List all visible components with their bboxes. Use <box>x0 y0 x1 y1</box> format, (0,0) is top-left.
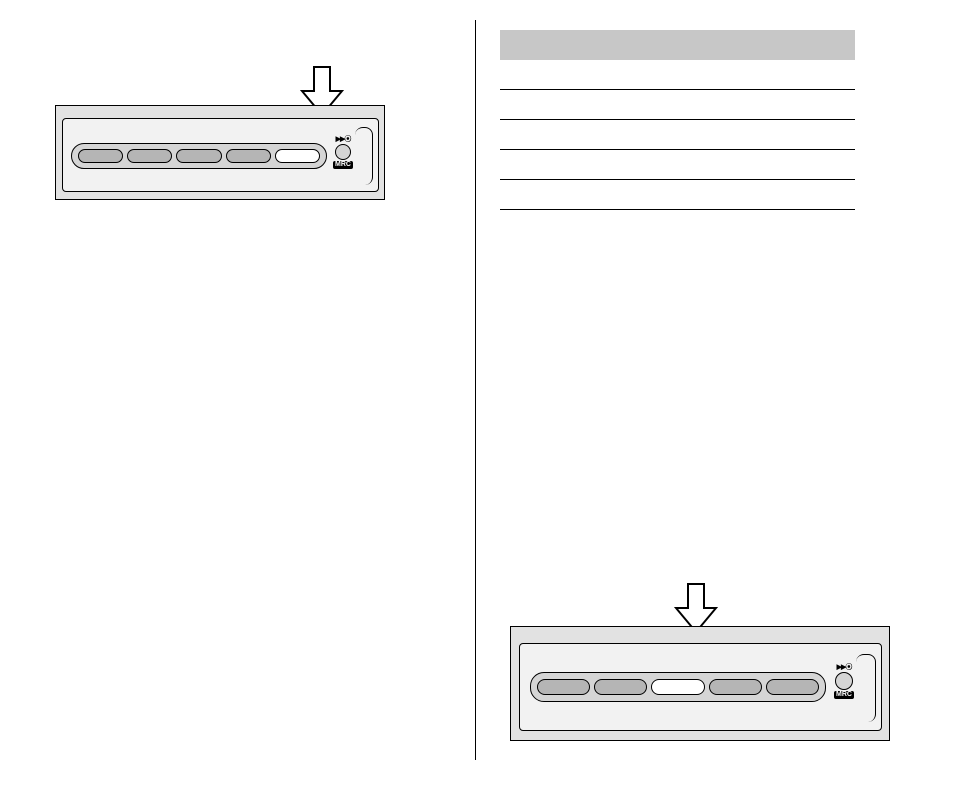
mrc-label: MRC <box>333 161 353 169</box>
mrc-circle-icon <box>335 144 351 160</box>
button-strip-left <box>71 143 327 169</box>
data-table <box>500 30 855 210</box>
mode-button-3-highlighted[interactable] <box>651 679 704 695</box>
device-panel-left: ▶▶⦿ MRC <box>55 105 385 200</box>
mode-button-1[interactable] <box>78 149 123 163</box>
table-row <box>500 90 855 120</box>
mrc-icons: ▶▶⦿ <box>837 664 852 671</box>
device-body-left: ▶▶⦿ MRC <box>62 118 379 192</box>
mrc-circle-icon <box>835 672 853 690</box>
mode-button-5[interactable] <box>766 679 819 695</box>
mode-button-5-highlighted[interactable] <box>275 149 320 163</box>
mode-button-3[interactable] <box>176 149 221 163</box>
mode-button-1[interactable] <box>537 679 590 695</box>
table-row <box>500 150 855 180</box>
mrc-icons: ▶▶⦿ <box>336 136 351 143</box>
mode-button-2[interactable] <box>127 149 172 163</box>
table-row <box>500 180 855 210</box>
mrc-button-left[interactable]: ▶▶⦿ MRC <box>333 136 353 169</box>
column-divider <box>475 20 476 760</box>
button-strip-right <box>530 672 826 702</box>
device-panel-right: ▶▶⦿ MRC <box>510 626 890 741</box>
device-body-right: ▶▶⦿ MRC <box>519 643 882 731</box>
right-column: ▶▶⦿ MRC <box>500 0 900 770</box>
device-edge-curve <box>856 654 876 722</box>
table-row <box>500 120 855 150</box>
mode-button-4[interactable] <box>226 149 271 163</box>
left-column: ▶▶⦿ MRC <box>55 0 455 770</box>
mode-button-4[interactable] <box>709 679 762 695</box>
mrc-button-right[interactable]: ▶▶⦿ MRC <box>834 664 854 699</box>
table-header-row <box>500 30 855 60</box>
table-row <box>500 60 855 90</box>
mrc-label: MRC <box>834 691 854 699</box>
device-edge-curve <box>355 127 373 185</box>
mode-button-2[interactable] <box>594 679 647 695</box>
